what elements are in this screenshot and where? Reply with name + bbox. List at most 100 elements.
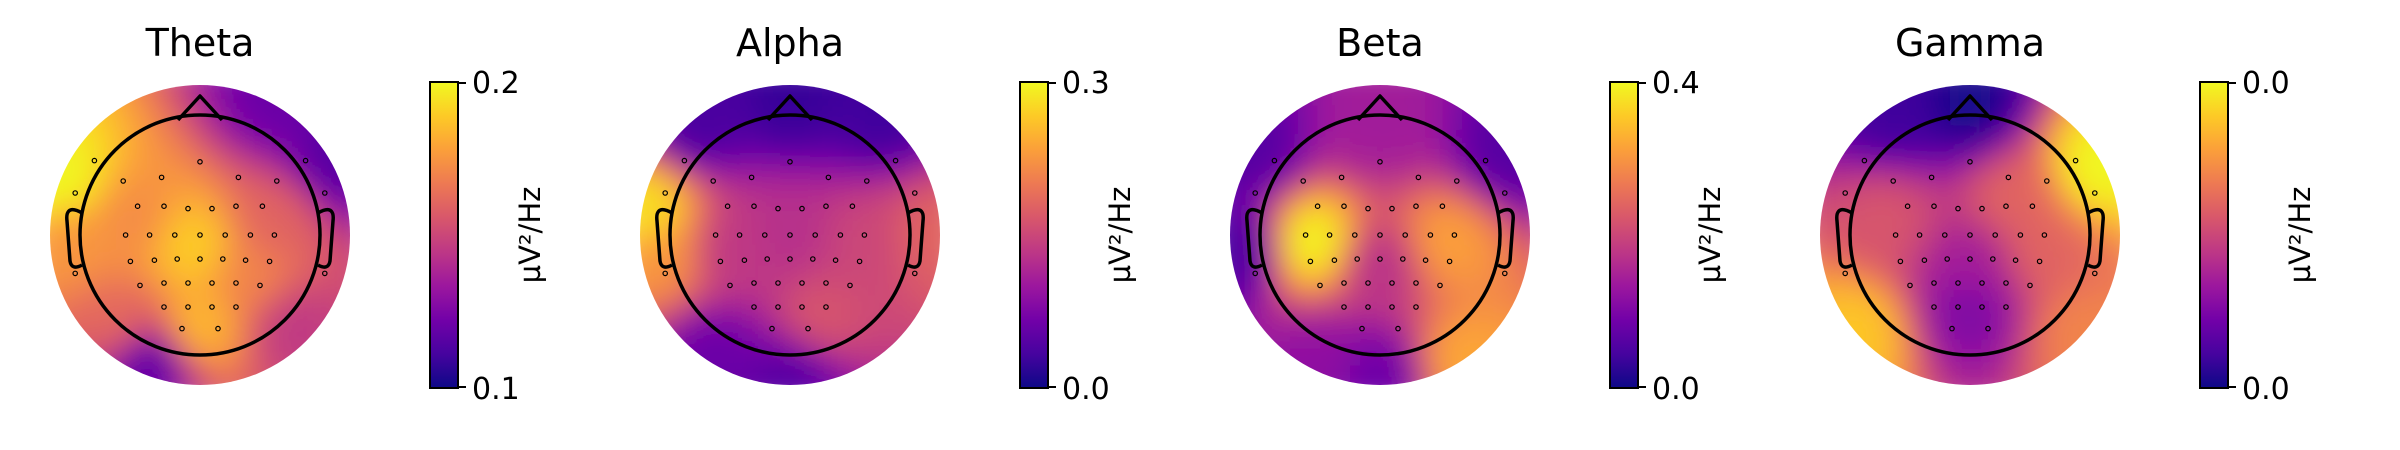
electrode-marker <box>1389 304 1395 310</box>
electrode-marker <box>1314 203 1321 210</box>
electrode-marker <box>197 232 203 238</box>
electrode-marker <box>1931 304 1937 310</box>
electrode-marker <box>911 270 918 277</box>
panel-title: Theta <box>145 21 255 65</box>
electrode-marker <box>209 205 215 212</box>
electrode-marker <box>1252 190 1259 196</box>
head-outline <box>1258 113 1502 357</box>
electrode-marker <box>233 304 239 310</box>
electrode-marker <box>120 178 127 184</box>
electrode-markers <box>1842 157 2098 332</box>
head-outline <box>668 113 912 357</box>
head-outline <box>78 113 322 357</box>
electrode-marker <box>1931 280 1937 286</box>
electrode-marker <box>764 256 771 262</box>
electrode-marker <box>751 304 757 310</box>
colorbar-tick-label-min: 0.0 <box>1062 372 1110 407</box>
colorbar-tick-label-min: 0.0 <box>1652 372 1700 407</box>
electrode-marker <box>134 203 141 210</box>
electrode-marker <box>1944 256 1951 262</box>
colorbar-unit-label: µV²/Hz <box>513 187 547 284</box>
electrode-marker <box>2029 203 2036 210</box>
head-outline <box>1848 113 2092 357</box>
electrode-marker <box>662 270 669 277</box>
electrode-marker <box>72 190 79 196</box>
electrode-marker <box>837 232 844 238</box>
right-ear-outline <box>317 208 335 269</box>
panel-title: Beta <box>1336 21 1424 65</box>
right-ear-outline <box>1497 208 1515 269</box>
colorbar-unit-label: µV²/Hz <box>1103 187 1137 284</box>
electrode-marker <box>1439 203 1446 210</box>
colorbar-tick-label-max: 0.0 <box>2242 66 2290 101</box>
electrode-marker <box>1252 270 1259 277</box>
electrode-marker <box>185 304 191 310</box>
electrode-marker <box>242 257 249 264</box>
electrode-marker <box>1942 232 1948 238</box>
colorbar-tick-label-max: 0.4 <box>1652 66 1700 101</box>
electrode-marker <box>220 256 226 262</box>
electrode-marker <box>1482 157 1489 164</box>
electrode-marker <box>151 257 158 264</box>
electrode-markers <box>1252 157 1508 332</box>
nose-outline <box>766 94 814 122</box>
colorbar-tick-label-min: 0.0 <box>2242 372 2290 407</box>
electrode-marker <box>174 256 181 262</box>
colorbar-tick-label-max: 0.2 <box>472 66 520 101</box>
electrode-marker <box>805 325 811 332</box>
electrode-marker <box>1302 232 1309 238</box>
colorbar-unit-label: µV²/Hz <box>2283 187 2317 284</box>
right-ear-outline <box>907 208 925 269</box>
electrode-marker <box>209 304 215 310</box>
electrode-marker <box>321 270 328 277</box>
electrode-marker <box>911 190 918 196</box>
electrode-marker <box>809 256 816 262</box>
electrode-marker <box>1502 270 1508 277</box>
electrode-marker <box>2003 304 2009 310</box>
electrode-marker <box>127 258 134 265</box>
electrode-marker <box>823 304 829 310</box>
nose-outline <box>1356 94 1404 122</box>
electrode-marker <box>799 280 805 286</box>
electrode-marker <box>662 190 669 196</box>
electrode-marker <box>1949 325 1955 332</box>
left-ear-outline <box>1835 208 1853 269</box>
electrode-marker <box>1359 325 1365 332</box>
electrode-marker <box>1931 203 1937 210</box>
electrode-marker <box>1842 190 1849 196</box>
electrode-marker <box>1955 205 1961 212</box>
electrode-marker <box>1341 280 1347 286</box>
electrode-marker <box>161 280 167 286</box>
electrode-markers <box>72 157 328 332</box>
electrode-markers <box>662 157 918 332</box>
electrode-marker <box>892 157 899 164</box>
electrode-marker <box>1402 232 1409 238</box>
colorbar-tick-label-min: 0.1 <box>472 372 520 407</box>
electrode-marker <box>233 280 239 286</box>
topomap-panel-beta: Beta 0.4 0.0 µV²/Hz <box>1230 21 1727 407</box>
electrode-marker <box>751 280 757 286</box>
electrode-marker <box>1890 178 1897 184</box>
electrode-marker <box>1967 256 1973 262</box>
electrode-marker <box>710 178 717 184</box>
electrode-marker <box>2003 280 2009 286</box>
electrode-marker <box>1979 205 1985 212</box>
left-ear-outline <box>1245 208 1263 269</box>
electrode-marker <box>1354 256 1361 262</box>
electrode-marker <box>1892 232 1899 238</box>
panel-title: Alpha <box>736 21 844 65</box>
electrode-marker <box>1389 280 1395 286</box>
electrode-marker <box>1422 257 1429 264</box>
electrode-marker <box>1955 280 1961 286</box>
electrode-marker <box>849 203 856 210</box>
electrode-marker <box>122 232 129 238</box>
electrode-marker <box>1967 232 1973 238</box>
nose-outline <box>1946 94 1994 122</box>
electrode-marker <box>856 258 863 265</box>
electrode-marker <box>1904 203 1911 210</box>
electrode-marker <box>1427 232 1434 238</box>
colorbar <box>429 81 459 389</box>
electrode-marker <box>271 232 278 238</box>
electrode-marker <box>775 280 781 286</box>
electrode-marker <box>1955 304 1961 310</box>
